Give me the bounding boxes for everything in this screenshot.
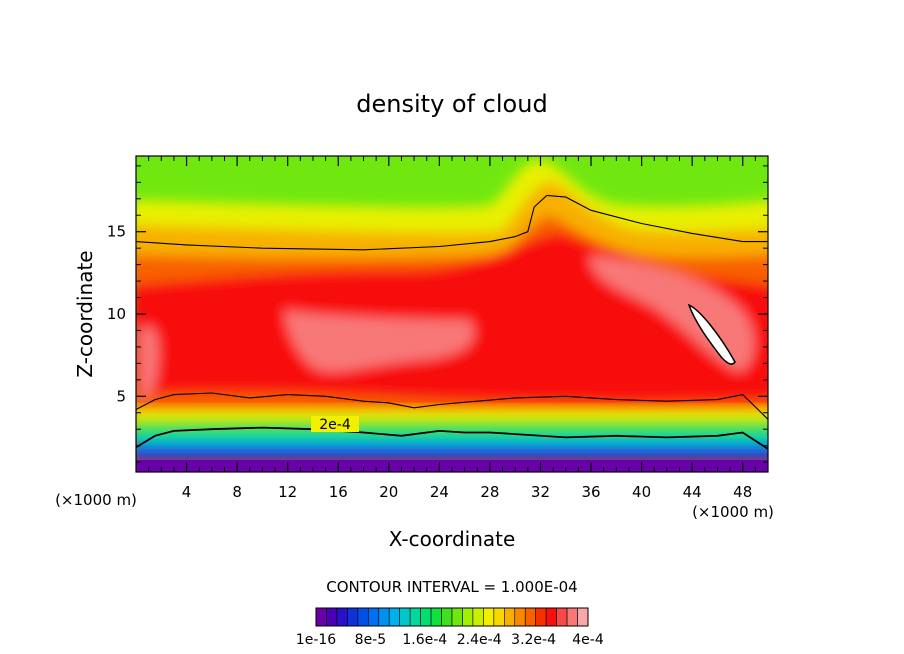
colorbar-swatch (577, 607, 589, 627)
colorbar-frame (315, 607, 589, 627)
colorbar-swatch (378, 607, 390, 627)
colorbar-swatch (462, 607, 474, 627)
x-tick-label: 8 (232, 483, 242, 501)
colorbar-swatch (535, 607, 547, 627)
y-tick-label: 10 (107, 305, 126, 323)
field-band-green-bottom (136, 420, 768, 435)
colorbar-swatch (504, 607, 516, 627)
x-unit-left: (×1000 m) (55, 491, 137, 509)
colorbar-swatch (472, 607, 484, 627)
colorbar-swatch (483, 607, 495, 627)
colorbar-swatch (566, 607, 578, 627)
x-tick-label: 48 (733, 483, 752, 501)
field-floor (136, 460, 768, 472)
x-tick-label: 20 (379, 483, 398, 501)
colorbar-swatch (399, 607, 411, 627)
colorbar-swatch (441, 607, 453, 627)
colorbar-swatch (315, 607, 327, 627)
contour-label: 2e-4 (319, 417, 351, 433)
colorbar-swatch (430, 607, 442, 627)
colorbar-swatch (545, 607, 557, 627)
colorbar-swatch (493, 607, 505, 627)
colorbar-swatch (451, 607, 463, 627)
field-band-lightred-3 (140, 326, 159, 397)
colorbar (315, 607, 589, 627)
isoline-1 (136, 426, 768, 450)
field-white-lens (687, 303, 736, 365)
colorbar-swatch (556, 607, 568, 627)
x-tick-label: 40 (632, 483, 651, 501)
colorbar-tick-label: 2.4e-4 (457, 632, 502, 648)
y-tick-label: 5 (116, 387, 126, 405)
colorbar-tick-label: 3.2e-4 (511, 632, 556, 648)
colorbar-swatch (336, 607, 348, 627)
colorbar-swatch (357, 607, 369, 627)
colorbar-swatch (409, 607, 421, 627)
x-axis: 4 8 12 16 20 24 28 32 36 40 44 48 (148, 156, 756, 501)
x-tick-label: 32 (531, 483, 550, 501)
colorbar-swatch (420, 607, 432, 627)
y-axis-label: Z-coordinate (73, 250, 97, 377)
colorbar-tick-label: 4e-4 (572, 632, 604, 648)
colorbar-tick-label: 1e-16 (296, 632, 336, 648)
x-tick-label: 24 (430, 483, 449, 501)
colorbar-tick-label: 1.6e-4 (402, 632, 447, 648)
colorbar-tick-label: 8e-5 (355, 632, 386, 648)
x-tick-label: 28 (480, 483, 499, 501)
colorbar-swatch (388, 607, 400, 627)
colorbar-labels: 1e-16 8e-5 1.6e-4 2.4e-4 3.2e-4 4e-4 (296, 632, 604, 648)
isoline-2 (136, 194, 768, 251)
y-axis: 5 10 15 (107, 165, 768, 463)
isoline-0 (136, 392, 768, 420)
x-tick-label: 44 (683, 483, 702, 501)
field-band-purple-bottom (136, 452, 768, 462)
colorbar-swatch (524, 607, 536, 627)
colorbar-swatch (514, 607, 526, 627)
x-tick-label: 36 (581, 483, 600, 501)
x-tick-label: 16 (329, 483, 348, 501)
colorbar-swatch (368, 607, 380, 627)
colorbar-swatch (326, 607, 338, 627)
isoline-group (136, 194, 768, 450)
x-unit-right: (×1000 m) (692, 503, 774, 521)
contour-label-bg (311, 416, 359, 432)
contour-interval-text: CONTOUR INTERVAL = 1.000E-04 (326, 578, 577, 596)
chart-title: density of cloud (356, 90, 547, 118)
x-tick-label: 4 (182, 483, 192, 501)
x-axis-label: X-coordinate (389, 527, 516, 551)
y-tick-label: 15 (107, 223, 126, 241)
x-tick-label: 12 (278, 483, 297, 501)
field-band-lightred (285, 310, 474, 372)
colorbar-swatch (347, 607, 359, 627)
